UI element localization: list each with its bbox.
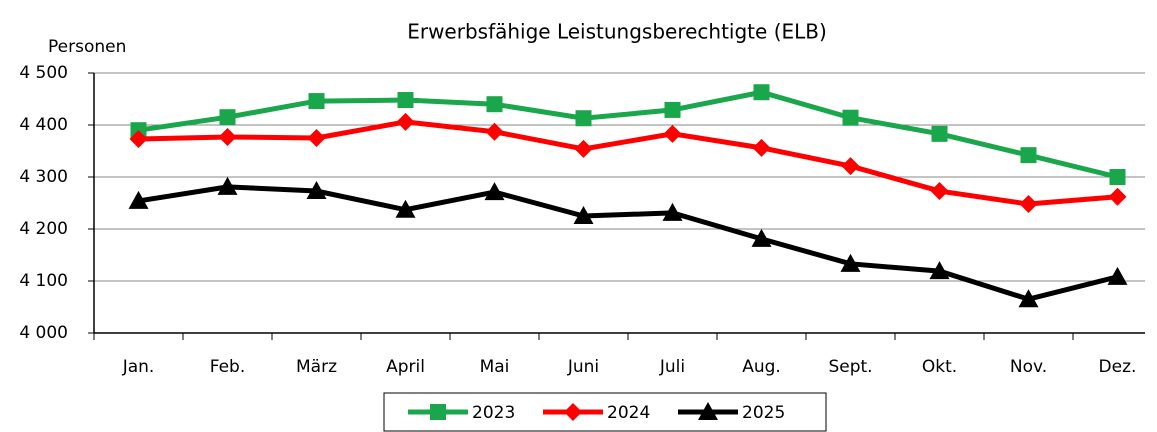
- marker: [841, 157, 860, 176]
- x-tick-label: März: [296, 357, 337, 377]
- marker: [662, 202, 683, 221]
- y-tick-label: 4 300: [19, 167, 68, 187]
- marker: [486, 96, 503, 113]
- legend-label: 2023: [472, 403, 515, 423]
- x-tick-label: Okt.: [922, 357, 957, 377]
- marker: [1109, 169, 1126, 185]
- marker: [698, 402, 718, 420]
- legend-label: 2025: [742, 403, 785, 423]
- y-tick-label: 4 500: [19, 63, 68, 83]
- x-tick-label: Nov.: [1010, 357, 1047, 377]
- marker: [575, 110, 592, 127]
- marker: [752, 138, 771, 157]
- marker: [840, 253, 861, 272]
- marker: [664, 101, 681, 118]
- marker: [217, 176, 238, 195]
- marker: [397, 92, 414, 109]
- marker: [307, 129, 326, 147]
- y-tick-label: 4 200: [19, 219, 68, 239]
- marker: [218, 127, 237, 146]
- marker: [1020, 147, 1037, 164]
- x-tick-label: Mai: [480, 357, 510, 377]
- marker: [663, 124, 682, 143]
- y-tick-label: 4 400: [19, 115, 68, 135]
- marker: [574, 139, 593, 158]
- marker: [1108, 187, 1127, 206]
- x-tick-label: Aug.: [742, 357, 781, 377]
- marker: [430, 404, 446, 420]
- marker: [219, 109, 236, 126]
- marker: [573, 206, 594, 224]
- marker: [485, 122, 504, 141]
- marker: [129, 130, 148, 149]
- y-tick-label: 4 100: [19, 271, 68, 291]
- x-tick-label: April: [386, 357, 425, 377]
- marker: [753, 84, 770, 101]
- marker: [308, 93, 325, 110]
- x-tick-label: Juni: [567, 357, 599, 377]
- series-line: [138, 184, 1119, 302]
- x-tick-label: Dez.: [1099, 357, 1137, 377]
- marker: [396, 112, 415, 131]
- series-line: [138, 119, 1118, 207]
- marker: [929, 261, 950, 280]
- marker: [751, 228, 772, 247]
- marker: [1019, 195, 1038, 214]
- x-tick-label: Juli: [659, 357, 685, 377]
- marker: [306, 181, 327, 200]
- x-tick-label: Sept.: [828, 357, 872, 377]
- marker: [128, 190, 149, 209]
- marker: [1107, 266, 1128, 285]
- marker: [564, 403, 582, 421]
- marker: [930, 182, 949, 201]
- marker: [931, 125, 948, 142]
- x-tick-label: Jan.: [122, 357, 155, 377]
- marker: [842, 109, 859, 126]
- series-line: [138, 89, 1119, 180]
- legend-label: 2024: [607, 403, 650, 423]
- chart-title: Erwerbsfähige Leistungsberechtigte (ELB): [407, 20, 827, 44]
- y-axis-label: Personen: [48, 37, 126, 57]
- x-tick-label: Feb.: [210, 357, 246, 377]
- marker: [1018, 289, 1039, 308]
- marker: [484, 182, 505, 201]
- y-tick-label: 4 000: [19, 323, 68, 343]
- marker: [395, 199, 416, 218]
